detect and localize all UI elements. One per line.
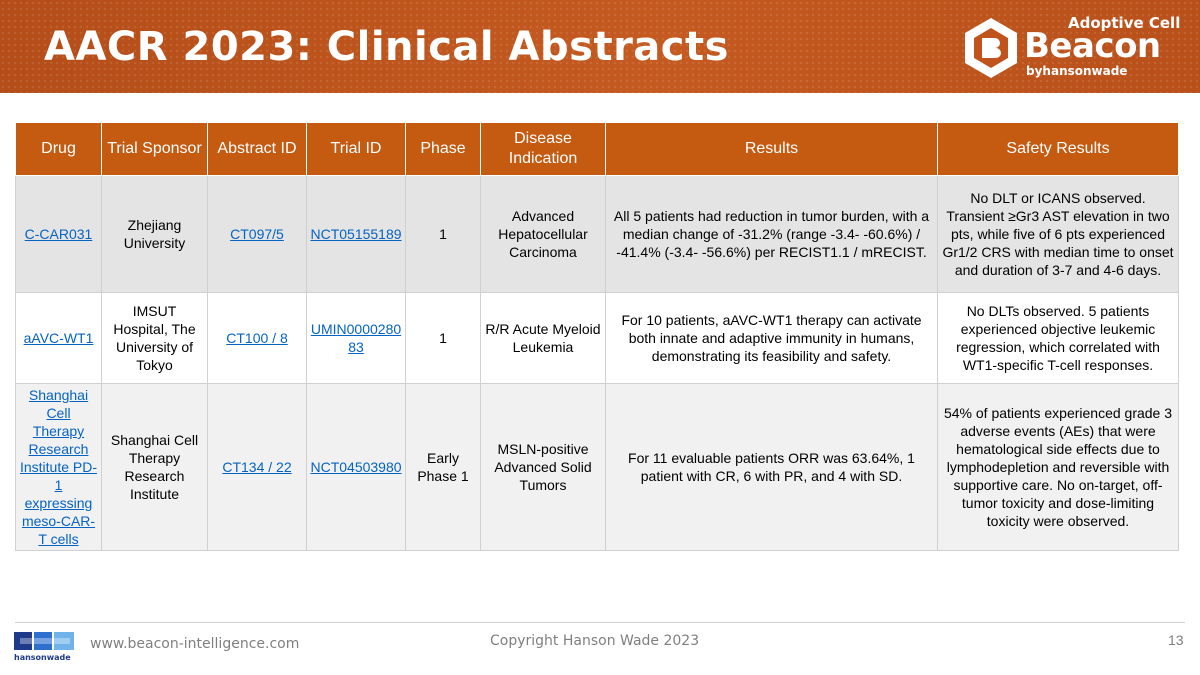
indication-cell: Advanced Hepatocellular Carcinoma — [480, 175, 606, 293]
logo-by-text: by — [1026, 64, 1043, 78]
drug-cell[interactable]: C-CAR031 — [15, 175, 102, 293]
column-header-phase: Phase — [405, 122, 481, 176]
abstract-id-link[interactable]: CT100 / 8 — [226, 330, 288, 346]
drug-cell[interactable]: Shanghai Cell Therapy Research Institute… — [15, 383, 102, 551]
drug-link[interactable]: Shanghai Cell Therapy Research Institute… — [19, 387, 98, 547]
trial-id-link[interactable]: NCT05155189 — [310, 226, 402, 242]
table-header-row: Drug Trial Sponsor Abstract ID Trial ID … — [15, 122, 1179, 176]
page-number: 13 — [1168, 632, 1184, 648]
sponsor-cell: IMSUT Hospital, The University of Tokyo — [101, 292, 208, 384]
trial-id-cell[interactable]: NCT05155189 — [306, 175, 406, 293]
indication-cell: R/R Acute Myeloid Leukemia — [480, 292, 606, 384]
table-row: C-CAR031 Zhejiang University CT097/5 NCT… — [15, 175, 1179, 293]
table-row: aAVC-WT1 IMSUT Hospital, The University … — [15, 292, 1179, 384]
abstract-id-cell[interactable]: CT134 / 22 — [207, 383, 307, 551]
indication-cell: MSLN-positive Advanced Solid Tumors — [480, 383, 606, 551]
column-header-safety-results: Safety Results — [937, 122, 1179, 176]
column-header-trial-sponsor: Trial Sponsor — [101, 122, 208, 176]
trial-id-link[interactable]: NCT04503980 — [310, 459, 402, 475]
logo-brand-text: hansonwade — [1042, 64, 1128, 78]
trial-id-link[interactable]: UMIN000028083 — [310, 321, 402, 355]
column-header-abstract-id: Abstract ID — [207, 122, 307, 176]
footer-copyright: Copyright Hanson Wade 2023 — [490, 633, 700, 649]
footer-divider — [15, 622, 1185, 623]
column-header-trial-id: Trial ID — [306, 122, 406, 176]
trial-id-cell[interactable]: NCT04503980 — [306, 383, 406, 551]
clinical-abstracts-table: Drug Trial Sponsor Abstract ID Trial ID … — [15, 122, 1179, 551]
phase-cell: 1 — [405, 175, 481, 293]
hansonwade-logo-icon: hansonwade — [14, 632, 74, 662]
table-row: Shanghai Cell Therapy Research Institute… — [15, 383, 1179, 551]
phase-cell: 1 — [405, 292, 481, 384]
results-cell: For 11 evaluable patients ORR was 63.64%… — [605, 383, 938, 551]
drug-link[interactable]: C-CAR031 — [24, 226, 93, 242]
phase-cell: Early Phase 1 — [405, 383, 481, 551]
drug-cell[interactable]: aAVC-WT1 — [15, 292, 102, 384]
logo-tagline: Adoptive Cell — [1068, 14, 1181, 32]
trial-id-cell[interactable]: UMIN000028083 — [306, 292, 406, 384]
safety-results-cell: No DLT or ICANS observed. Transient ≥Gr3… — [937, 175, 1179, 293]
column-header-disease-indication: Disease Indication — [480, 122, 606, 176]
safety-results-cell: No DLTs observed. 5 patients experienced… — [937, 292, 1179, 384]
footer-url[interactable]: www.beacon-intelligence.com — [90, 636, 300, 652]
sponsor-cell: Zhejiang University — [101, 175, 208, 293]
abstract-id-link[interactable]: CT097/5 — [230, 226, 284, 242]
column-header-results: Results — [605, 122, 938, 176]
abstract-id-cell[interactable]: CT100 / 8 — [207, 292, 307, 384]
beacon-logo-icon — [965, 18, 1017, 78]
sponsor-cell: Shanghai Cell Therapy Research Institute — [101, 383, 208, 551]
results-cell: For 10 patients, aAVC-WT1 therapy can ac… — [605, 292, 938, 384]
column-header-drug: Drug — [15, 122, 102, 176]
slide-title: AACR 2023: Clinical Abstracts — [44, 24, 729, 70]
logo-wordmark: Beacon — [1024, 26, 1161, 66]
hansonwade-logo-text: hansonwade — [14, 653, 71, 662]
abstract-id-link[interactable]: CT134 / 22 — [222, 459, 292, 475]
abstract-id-cell[interactable]: CT097/5 — [207, 175, 307, 293]
slide-header-banner: AACR 2023: Clinical Abstracts Adoptive C… — [0, 0, 1200, 93]
logo-byline: byhansonwade — [1026, 64, 1127, 78]
drug-link[interactable]: aAVC-WT1 — [23, 330, 94, 346]
safety-results-cell: 54% of patients experienced grade 3 adve… — [937, 383, 1179, 551]
results-cell: All 5 patients had reduction in tumor bu… — [605, 175, 938, 293]
